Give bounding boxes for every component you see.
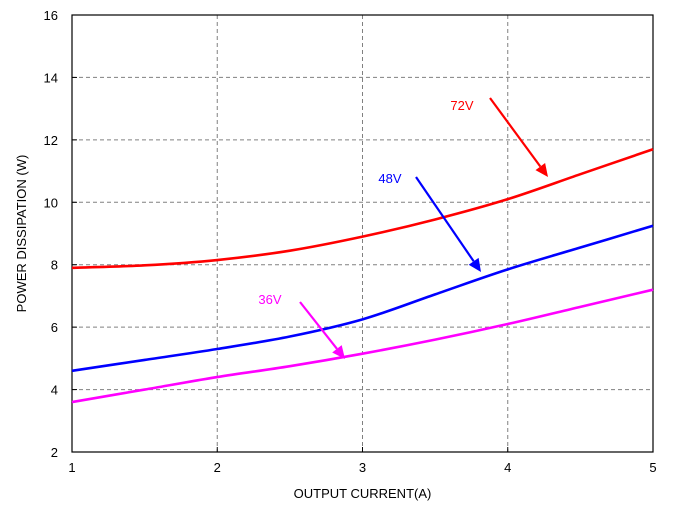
x-tick-label: 4 (504, 460, 511, 475)
y-tick-label: 10 (44, 195, 58, 210)
series-line-36v (71, 288, 654, 404)
series-label-72v: 72V (450, 98, 473, 113)
y-tick-label: 4 (51, 383, 58, 398)
series-label-36v: 36V (258, 292, 281, 307)
series-label-48v: 48V (378, 171, 401, 186)
series-line-48v (71, 224, 654, 373)
y-tick-label: 14 (44, 70, 58, 85)
x-tick-label: 3 (359, 460, 366, 475)
y-tick-label: 2 (51, 445, 58, 460)
y-tick-label: 12 (44, 133, 58, 148)
x-tick-label: 5 (649, 460, 656, 475)
y-tick-label: 16 (44, 8, 58, 23)
annotation-arrow-36v (299, 301, 338, 350)
y-tick-label: 6 (51, 320, 58, 335)
x-tick-label: 2 (214, 460, 221, 475)
annotation-arrow-48v (415, 176, 475, 262)
annotation-arrow-72v (489, 97, 542, 168)
y-axis-title: POWER DISSIPATION (W) (14, 155, 29, 313)
y-tick-label: 8 (51, 258, 58, 273)
x-tick-label: 1 (68, 460, 75, 475)
annotation-arrowhead-48v (468, 257, 481, 272)
annotation-arrowhead-72v (535, 163, 548, 177)
annotation-arrowhead-36v (332, 345, 345, 359)
series-line-72v (71, 147, 654, 270)
x-axis-title: OUTPUT CURRENT(A) (294, 486, 432, 501)
